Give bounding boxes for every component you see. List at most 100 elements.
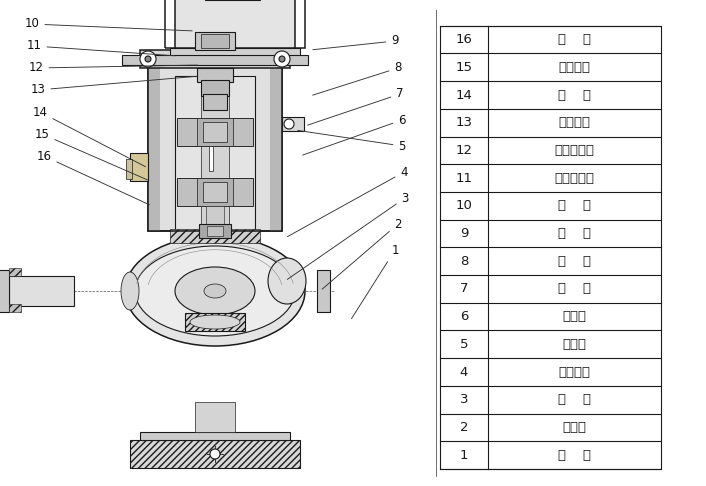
- Bar: [140, 432, 290, 440]
- Text: 泵    盖: 泵 盖: [558, 33, 591, 46]
- Bar: [195, 402, 235, 432]
- Text: 12: 12: [28, 62, 197, 74]
- Circle shape: [274, 51, 290, 67]
- Bar: [165, 0, 305, 48]
- Bar: [148, 66, 282, 231]
- Bar: [9, 276, 74, 306]
- Text: 16: 16: [37, 150, 150, 205]
- Bar: [207, 226, 223, 236]
- Circle shape: [140, 51, 156, 67]
- Text: 5: 5: [460, 338, 468, 351]
- Text: 10: 10: [455, 199, 472, 212]
- Bar: [177, 118, 253, 146]
- Bar: [177, 178, 253, 206]
- Text: 泵联轴器: 泵联轴器: [558, 116, 590, 129]
- Text: 14: 14: [32, 105, 145, 167]
- Text: 4: 4: [287, 166, 408, 237]
- Text: 6: 6: [303, 114, 406, 155]
- Text: 9: 9: [313, 35, 399, 50]
- Bar: [203, 94, 227, 110]
- Bar: [206, 181, 224, 231]
- Text: 13: 13: [455, 116, 472, 129]
- Text: 16: 16: [455, 33, 472, 46]
- Text: 15: 15: [455, 61, 472, 74]
- Bar: [195, 32, 235, 50]
- Text: 13: 13: [30, 76, 197, 97]
- Bar: [130, 153, 148, 181]
- Bar: [270, 66, 282, 231]
- Ellipse shape: [121, 272, 139, 310]
- Text: 8: 8: [460, 255, 468, 268]
- Circle shape: [279, 56, 285, 62]
- Text: 支    架: 支 架: [558, 227, 591, 240]
- Text: 泵    体: 泵 体: [558, 449, 591, 462]
- Bar: [201, 34, 229, 48]
- Text: 油    杯: 油 杯: [558, 88, 591, 102]
- Ellipse shape: [204, 284, 226, 298]
- Bar: [0, 270, 9, 312]
- Text: 7: 7: [460, 282, 468, 295]
- Text: 2: 2: [322, 218, 402, 289]
- Ellipse shape: [268, 258, 306, 304]
- Text: 7: 7: [308, 87, 404, 125]
- Text: 电机联轴器: 电机联轴器: [554, 172, 594, 185]
- Bar: [199, 224, 231, 238]
- Bar: [197, 68, 233, 82]
- Text: 机械密封: 机械密封: [558, 365, 590, 379]
- Text: 10: 10: [25, 17, 192, 31]
- Bar: [201, 80, 229, 96]
- Ellipse shape: [125, 236, 305, 346]
- Text: 11: 11: [455, 172, 472, 185]
- Ellipse shape: [190, 315, 240, 329]
- Text: 轴承体: 轴承体: [563, 310, 586, 323]
- Text: 中间联轴器: 中间联轴器: [554, 144, 594, 157]
- Circle shape: [284, 119, 294, 129]
- Bar: [209, 131, 213, 171]
- Text: 15: 15: [35, 127, 148, 180]
- Bar: [9, 268, 21, 276]
- Bar: [203, 182, 227, 202]
- Bar: [175, 0, 295, 50]
- Bar: [185, 313, 245, 331]
- Bar: [201, 76, 229, 231]
- Text: 4: 4: [460, 365, 468, 379]
- Bar: [170, 229, 260, 243]
- Bar: [130, 440, 300, 468]
- Text: 9: 9: [460, 227, 468, 240]
- Text: 2: 2: [460, 421, 468, 434]
- Text: 1: 1: [460, 449, 468, 462]
- Text: 14: 14: [455, 88, 472, 102]
- Text: 泵    轴: 泵 轴: [558, 255, 591, 268]
- Text: 叶    轮: 叶 轮: [558, 393, 591, 406]
- Bar: [9, 304, 21, 312]
- Bar: [148, 66, 160, 231]
- Bar: [317, 270, 330, 312]
- Bar: [197, 118, 233, 146]
- Text: 放气阀: 放气阀: [563, 338, 586, 351]
- Text: 电    机: 电 机: [558, 199, 591, 212]
- Text: 5: 5: [298, 130, 406, 153]
- Text: 3: 3: [460, 393, 468, 406]
- Text: 轴承压盖: 轴承压盖: [558, 61, 590, 74]
- Bar: [126, 159, 132, 179]
- Ellipse shape: [135, 246, 295, 336]
- Bar: [203, 122, 227, 142]
- Circle shape: [210, 449, 220, 459]
- Bar: [122, 55, 308, 65]
- Bar: [197, 178, 233, 206]
- Bar: [440, 26, 661, 469]
- Text: 3: 3: [287, 191, 409, 279]
- Ellipse shape: [175, 267, 255, 315]
- Bar: [140, 50, 290, 68]
- Bar: [148, 66, 282, 231]
- Text: 8: 8: [313, 62, 402, 95]
- Text: 12: 12: [455, 144, 472, 157]
- Text: 6: 6: [460, 310, 468, 323]
- Text: 轴    承: 轴 承: [558, 282, 591, 295]
- Circle shape: [145, 56, 151, 62]
- Bar: [170, 48, 300, 60]
- Text: 11: 11: [27, 39, 175, 56]
- Text: 1: 1: [352, 243, 399, 319]
- Bar: [175, 76, 255, 231]
- Text: 放水塞: 放水塞: [563, 421, 586, 434]
